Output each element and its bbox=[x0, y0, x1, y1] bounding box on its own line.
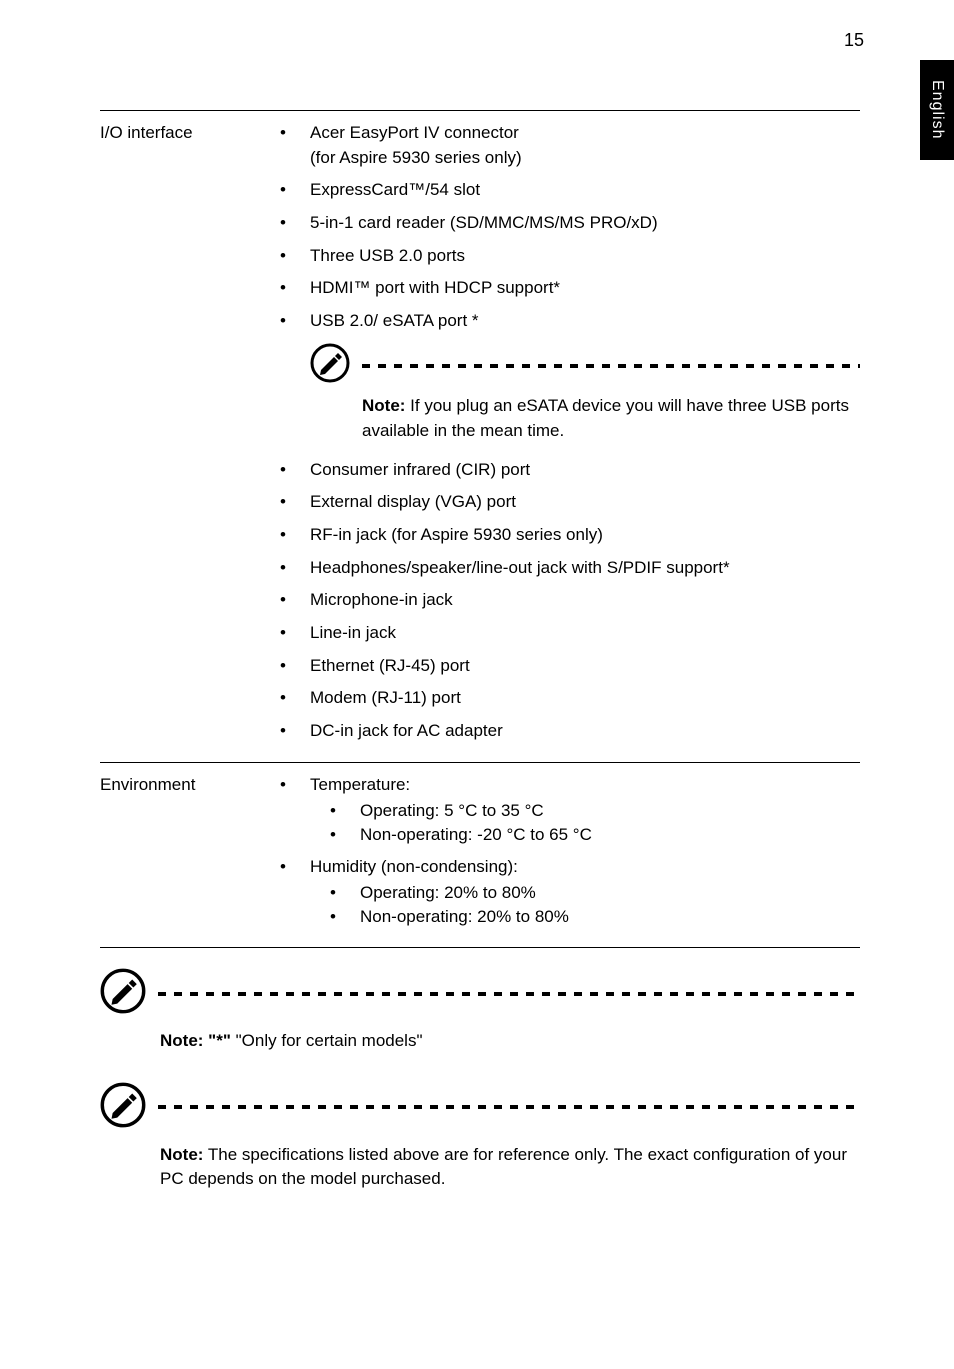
list-item: Modem (RJ-11) port bbox=[260, 686, 860, 711]
spec-row: EnvironmentTemperature:Operating: 5 °C t… bbox=[100, 762, 860, 948]
list-item: USB 2.0/ eSATA port * bbox=[260, 309, 860, 334]
page-number: 15 bbox=[844, 30, 864, 51]
list-item: Non-operating: 20% to 80% bbox=[310, 905, 860, 929]
list-item: Line-in jack bbox=[260, 621, 860, 646]
spec-body: Temperature:Operating: 5 °C to 35 °CNon-… bbox=[260, 773, 860, 937]
note-text: Note: The specifications listed above ar… bbox=[160, 1143, 860, 1192]
footer-notes: Note: "*" "Only for certain models" Note… bbox=[100, 968, 860, 1192]
spec-row: I/O interfaceAcer EasyPort IV connector(… bbox=[100, 110, 860, 762]
list-item: Non-operating: -20 °C to 65 °C bbox=[310, 823, 860, 847]
spec-label: Environment bbox=[100, 773, 260, 937]
list-item: Microphone-in jack bbox=[260, 588, 860, 613]
list-item: Operating: 5 °C to 35 °C bbox=[310, 799, 860, 823]
footer-note: Note: "*" "Only for certain models" bbox=[100, 968, 860, 1054]
note-text: Note: "*" "Only for certain models" bbox=[160, 1029, 860, 1054]
list-item: RF-in jack (for Aspire 5930 series only) bbox=[260, 523, 860, 548]
spec-body: Acer EasyPort IV connector(for Aspire 59… bbox=[260, 121, 860, 752]
list-item: ExpressCard™/54 slot bbox=[260, 178, 860, 203]
list-item: DC-in jack for AC adapter bbox=[260, 719, 860, 744]
spec-label: I/O interface bbox=[100, 121, 260, 752]
spec-table: I/O interfaceAcer EasyPort IV connector(… bbox=[100, 110, 860, 1192]
list-item: HDMI™ port with HDCP support* bbox=[260, 276, 860, 301]
list-item: Headphones/speaker/line-out jack with S/… bbox=[260, 556, 860, 581]
language-tab: English bbox=[920, 60, 954, 160]
pencil-note-icon bbox=[100, 1082, 146, 1128]
list-item: Temperature:Operating: 5 °C to 35 °CNon-… bbox=[260, 773, 860, 847]
note-text: Note: If you plug an eSATA device you wi… bbox=[362, 394, 860, 443]
footer-note: Note: The specifications listed above ar… bbox=[100, 1082, 860, 1192]
list-item: External display (VGA) port bbox=[260, 490, 860, 515]
dash-rule bbox=[158, 1104, 860, 1110]
list-item: Operating: 20% to 80% bbox=[310, 881, 860, 905]
dash-rule bbox=[362, 363, 860, 369]
pencil-note-icon bbox=[310, 343, 350, 383]
list-item: 5-in-1 card reader (SD/MMC/MS/MS PRO/xD) bbox=[260, 211, 860, 236]
list-item: Ethernet (RJ-45) port bbox=[260, 654, 860, 679]
list-item: Three USB 2.0 ports bbox=[260, 244, 860, 269]
pencil-note-icon bbox=[100, 968, 146, 1014]
dash-rule bbox=[158, 991, 860, 997]
list-item: Consumer infrared (CIR) port bbox=[260, 458, 860, 483]
list-item: Humidity (non-condensing):Operating: 20%… bbox=[260, 855, 860, 929]
list-item: Acer EasyPort IV connector(for Aspire 59… bbox=[260, 121, 860, 170]
inline-note: Note: If you plug an eSATA device you wi… bbox=[310, 343, 860, 443]
